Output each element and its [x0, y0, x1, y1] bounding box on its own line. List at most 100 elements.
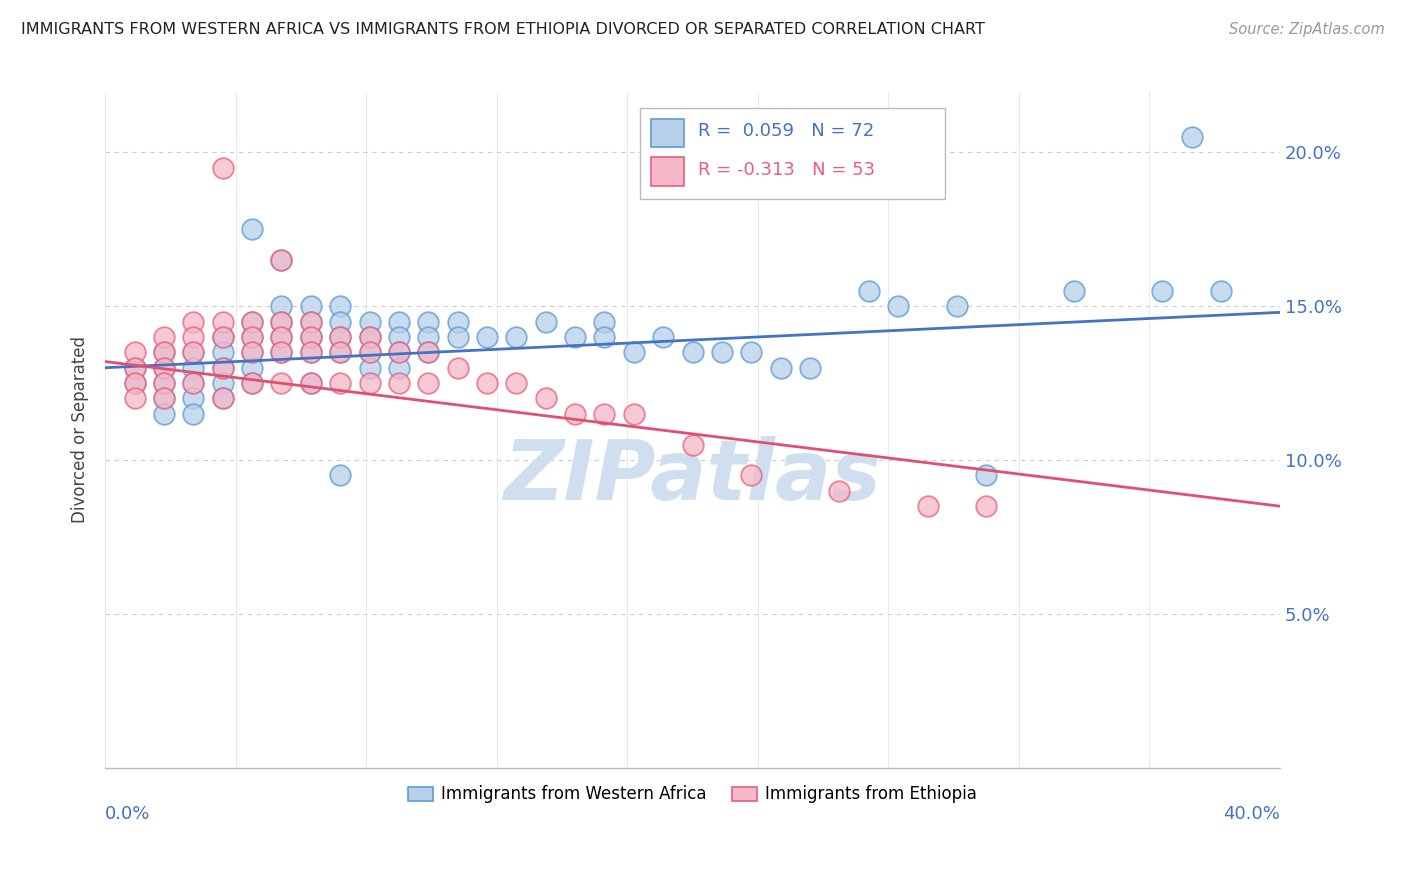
Point — [359, 360, 381, 375]
Point — [270, 376, 292, 390]
Point — [418, 345, 440, 359]
Point — [153, 330, 176, 344]
Point — [974, 468, 997, 483]
Point — [240, 222, 263, 236]
Point — [388, 330, 411, 344]
Point — [270, 253, 292, 268]
Point — [799, 360, 821, 375]
Point — [418, 330, 440, 344]
Point — [240, 376, 263, 390]
Point — [564, 330, 586, 344]
Point — [270, 299, 292, 313]
Point — [329, 330, 352, 344]
Point — [1181, 130, 1204, 145]
Point — [359, 330, 381, 344]
Point — [418, 345, 440, 359]
Point — [299, 376, 322, 390]
Text: ZIPatlas: ZIPatlas — [503, 436, 882, 517]
Point — [329, 345, 352, 359]
Point — [211, 161, 233, 175]
Point — [270, 330, 292, 344]
Point — [153, 407, 176, 421]
Point — [299, 315, 322, 329]
Point — [124, 392, 146, 406]
Point — [329, 468, 352, 483]
Point — [593, 330, 616, 344]
Point — [593, 315, 616, 329]
Point — [124, 360, 146, 375]
Point — [1152, 284, 1174, 298]
Point — [299, 345, 322, 359]
Point — [299, 315, 322, 329]
Point — [299, 376, 322, 390]
Point — [299, 299, 322, 313]
Text: R = -0.313   N = 53: R = -0.313 N = 53 — [699, 161, 876, 179]
Point — [1063, 284, 1085, 298]
Point — [181, 345, 204, 359]
Point — [652, 330, 675, 344]
Point — [153, 392, 176, 406]
Point — [946, 299, 969, 313]
Point — [388, 345, 411, 359]
Point — [974, 499, 997, 513]
Point — [211, 376, 233, 390]
Point — [181, 360, 204, 375]
Legend: Immigrants from Western Africa, Immigrants from Ethiopia: Immigrants from Western Africa, Immigran… — [401, 779, 984, 810]
Point — [623, 345, 645, 359]
Point — [299, 330, 322, 344]
Point — [211, 345, 233, 359]
FancyBboxPatch shape — [640, 108, 945, 199]
Point — [240, 360, 263, 375]
Point — [534, 315, 557, 329]
Point — [181, 392, 204, 406]
Point — [388, 345, 411, 359]
Point — [418, 376, 440, 390]
Point — [359, 345, 381, 359]
Point — [388, 376, 411, 390]
Point — [153, 360, 176, 375]
Point — [740, 468, 762, 483]
Point — [181, 315, 204, 329]
Point — [153, 376, 176, 390]
Point — [240, 330, 263, 344]
Point — [388, 360, 411, 375]
Point — [329, 345, 352, 359]
Point — [211, 315, 233, 329]
Text: 0.0%: 0.0% — [105, 805, 150, 823]
Point — [359, 330, 381, 344]
Point — [124, 360, 146, 375]
Point — [124, 345, 146, 359]
Point — [299, 345, 322, 359]
Point — [446, 315, 468, 329]
Point — [682, 437, 704, 451]
Point — [505, 376, 527, 390]
Point — [124, 376, 146, 390]
Point — [153, 360, 176, 375]
Point — [359, 315, 381, 329]
FancyBboxPatch shape — [651, 157, 685, 186]
Point — [418, 315, 440, 329]
Point — [299, 330, 322, 344]
Text: Source: ZipAtlas.com: Source: ZipAtlas.com — [1229, 22, 1385, 37]
Point — [240, 345, 263, 359]
Point — [858, 284, 880, 298]
Point — [153, 345, 176, 359]
Point — [475, 376, 498, 390]
Point — [446, 360, 468, 375]
Point — [240, 376, 263, 390]
Point — [270, 345, 292, 359]
Point — [710, 345, 733, 359]
Point — [211, 330, 233, 344]
Point — [505, 330, 527, 344]
Point — [153, 392, 176, 406]
Point — [329, 330, 352, 344]
Point — [270, 315, 292, 329]
Point — [124, 376, 146, 390]
Point — [475, 330, 498, 344]
Point — [153, 376, 176, 390]
Point — [181, 376, 204, 390]
Point — [1211, 284, 1233, 298]
Point — [828, 483, 851, 498]
Point — [211, 330, 233, 344]
Point — [270, 330, 292, 344]
